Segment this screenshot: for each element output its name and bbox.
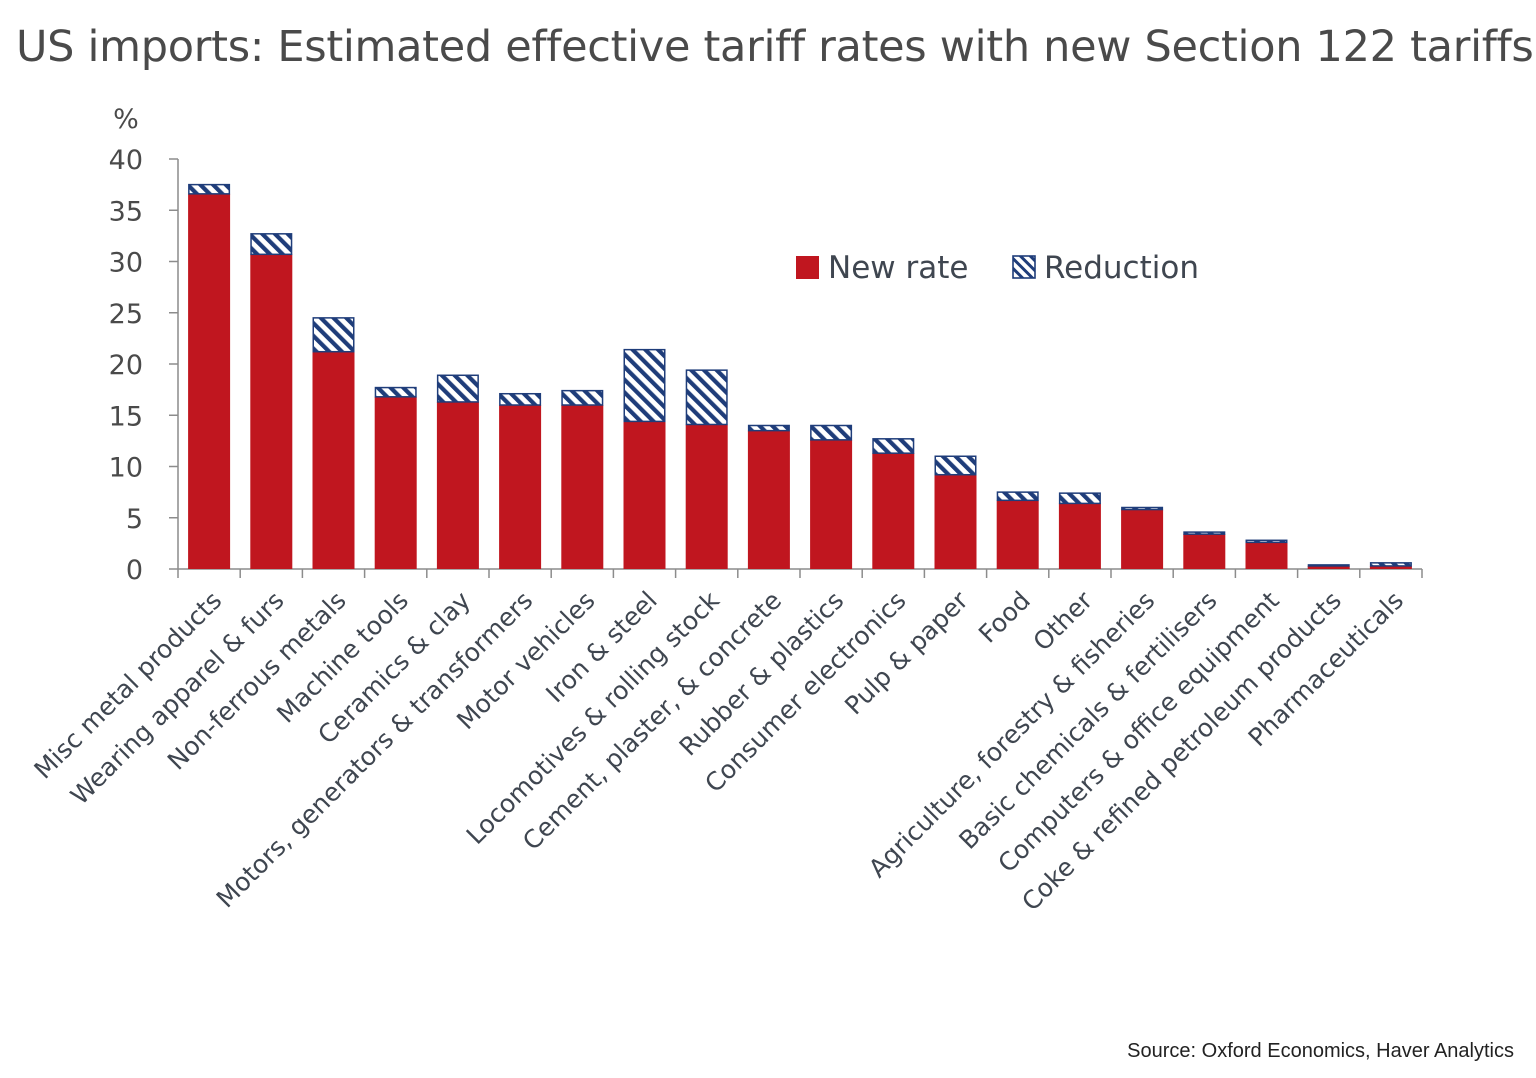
bar-reduction bbox=[996, 491, 1039, 502]
legend-swatch-reduction bbox=[1012, 255, 1036, 279]
bar-reduction bbox=[312, 317, 355, 353]
bar-new-rate bbox=[623, 421, 666, 569]
bar-new-rate bbox=[312, 351, 355, 569]
bar-new-rate bbox=[1307, 565, 1350, 569]
bar-new-rate bbox=[934, 474, 977, 569]
bars bbox=[188, 183, 1412, 569]
y-tick-label: 10 bbox=[109, 453, 143, 484]
bar-new-rate bbox=[810, 439, 853, 569]
bar-reduction bbox=[374, 386, 417, 398]
bar-reduction bbox=[872, 438, 915, 454]
y-tick-label: 35 bbox=[109, 196, 143, 227]
source-note: Source: Oxford Economics, Haver Analytic… bbox=[1127, 1040, 1514, 1062]
bar-reduction bbox=[1183, 531, 1226, 535]
bar-reduction bbox=[623, 348, 666, 423]
y-tick-label: 0 bbox=[126, 555, 143, 586]
bar-reduction bbox=[1245, 539, 1288, 544]
bar-reduction bbox=[436, 374, 479, 403]
legend-label-new-rate: New rate bbox=[828, 250, 968, 286]
bar-reduction bbox=[561, 389, 604, 406]
bar-new-rate bbox=[685, 424, 728, 569]
bar-reduction bbox=[250, 233, 293, 256]
bar-reduction bbox=[1369, 562, 1412, 567]
bar-reduction bbox=[685, 369, 728, 426]
bar-new-rate bbox=[1369, 565, 1412, 569]
bar-new-rate bbox=[1245, 542, 1288, 569]
bar-reduction bbox=[1121, 506, 1164, 511]
bar-reduction bbox=[499, 392, 542, 406]
bar-new-rate bbox=[188, 193, 231, 569]
bar-new-rate bbox=[1121, 509, 1164, 569]
y-tick-label: 5 bbox=[126, 504, 143, 535]
bar-new-rate bbox=[747, 430, 790, 569]
legend-swatch-new-rate bbox=[796, 256, 819, 279]
bar-new-rate bbox=[872, 453, 915, 569]
bar-new-rate bbox=[1183, 534, 1226, 569]
legend: New rate Reduction bbox=[796, 250, 1199, 286]
bar-reduction bbox=[1058, 492, 1101, 505]
bar-new-rate bbox=[561, 405, 604, 569]
bar-reduction bbox=[934, 455, 977, 476]
bar-reduction bbox=[1307, 564, 1350, 567]
y-tick-label: 40 bbox=[109, 145, 143, 176]
y-tick-label: 20 bbox=[109, 350, 143, 381]
legend-label-reduction: Reduction bbox=[1044, 250, 1199, 286]
bar-new-rate bbox=[436, 401, 479, 569]
bar-new-rate bbox=[1058, 503, 1101, 569]
bar-new-rate bbox=[250, 254, 293, 569]
y-axis-unit-label: % bbox=[113, 104, 139, 135]
y-tick-label: 15 bbox=[109, 401, 143, 432]
bar-new-rate bbox=[499, 405, 542, 569]
chart-title: US imports: Estimated effective tariff r… bbox=[16, 22, 1534, 72]
x-category-label: Food bbox=[973, 586, 1036, 649]
y-tick-label: 30 bbox=[109, 248, 143, 279]
bar-reduction bbox=[747, 424, 790, 432]
bar-new-rate bbox=[374, 396, 417, 569]
bar-reduction bbox=[188, 183, 231, 195]
axes: 0 5 10 15 20 25 30 35 40 bbox=[109, 145, 1423, 586]
y-tick-label: 25 bbox=[109, 299, 143, 330]
bar-new-rate bbox=[996, 500, 1039, 569]
bar-reduction bbox=[810, 424, 853, 441]
